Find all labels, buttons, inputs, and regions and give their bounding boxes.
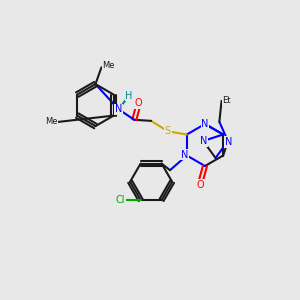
Text: N: N xyxy=(201,119,209,129)
Text: Cl: Cl xyxy=(116,195,125,205)
Text: H: H xyxy=(125,91,133,100)
Text: N: N xyxy=(181,149,188,160)
Text: N: N xyxy=(200,136,207,146)
Text: O: O xyxy=(135,98,142,108)
Text: O: O xyxy=(196,180,204,190)
Text: Me: Me xyxy=(102,61,115,70)
Text: Me: Me xyxy=(45,117,58,126)
Text: S: S xyxy=(165,126,171,136)
Text: N: N xyxy=(115,104,122,114)
Text: N: N xyxy=(225,137,233,147)
Text: Et: Et xyxy=(222,96,231,105)
